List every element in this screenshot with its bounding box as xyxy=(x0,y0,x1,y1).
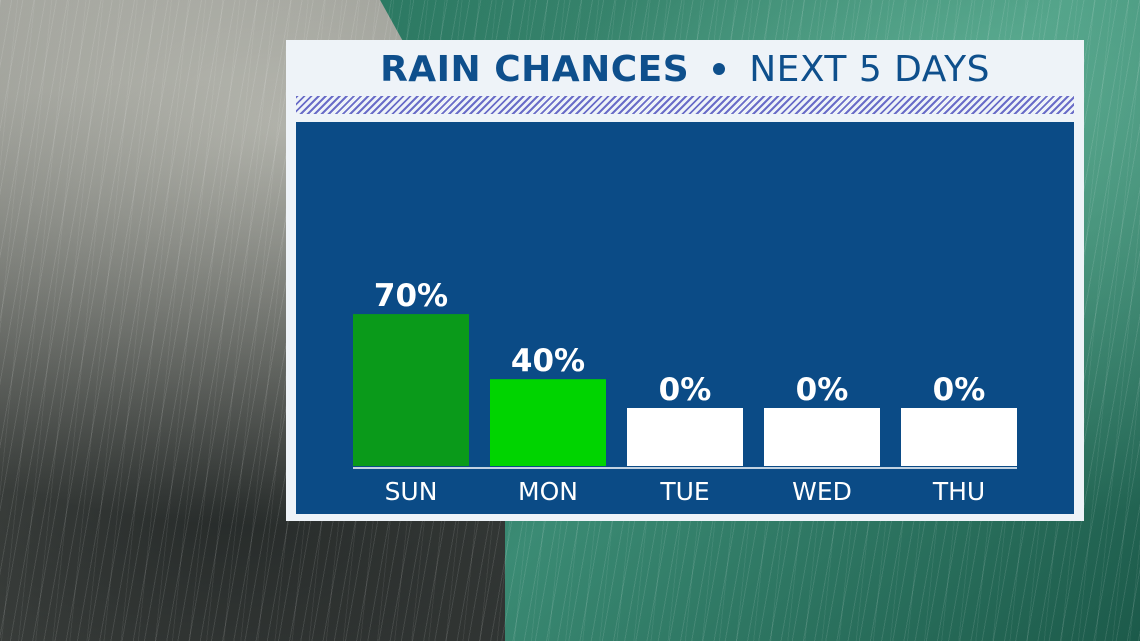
bar-thu xyxy=(901,408,1017,466)
bar-tue xyxy=(627,408,743,466)
chart-plot-area: 70% SUN 40% MON 0% TUE 0% WED 0% THU xyxy=(296,122,1074,514)
bar-sun xyxy=(353,314,469,466)
bar-wed xyxy=(764,408,880,466)
bar-chart: 70% SUN 40% MON 0% TUE 0% WED 0% THU xyxy=(353,278,1017,506)
title-main: RAIN CHANCES xyxy=(380,48,690,90)
bar-mon xyxy=(490,379,606,466)
chart-title: RAIN CHANCES NEXT 5 DAYS xyxy=(286,40,1084,98)
title-subtitle: NEXT 5 DAYS xyxy=(749,48,990,90)
bullet-dot-icon xyxy=(713,63,726,75)
data-label-thu: 0% xyxy=(933,372,986,408)
tick-label-thu: THU xyxy=(932,477,985,506)
data-label-mon: 40% xyxy=(511,343,585,379)
tick-label-wed: WED xyxy=(792,477,852,506)
tick-label-mon: MON xyxy=(518,477,578,506)
tick-label-tue: TUE xyxy=(659,477,709,506)
data-label-sun: 70% xyxy=(374,278,448,314)
data-label-tue: 0% xyxy=(659,372,712,408)
data-label-wed: 0% xyxy=(796,372,849,408)
tick-label-sun: SUN xyxy=(385,477,438,506)
rain-chances-panel: RAIN CHANCES NEXT 5 DAYS 70% SUN 40% MON 0% T… xyxy=(286,40,1084,521)
hatched-divider xyxy=(296,96,1074,114)
